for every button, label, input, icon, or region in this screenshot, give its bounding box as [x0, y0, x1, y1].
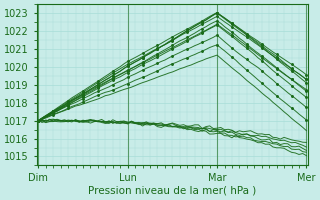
- X-axis label: Pression niveau de la mer( hPa ): Pression niveau de la mer( hPa ): [88, 186, 257, 196]
